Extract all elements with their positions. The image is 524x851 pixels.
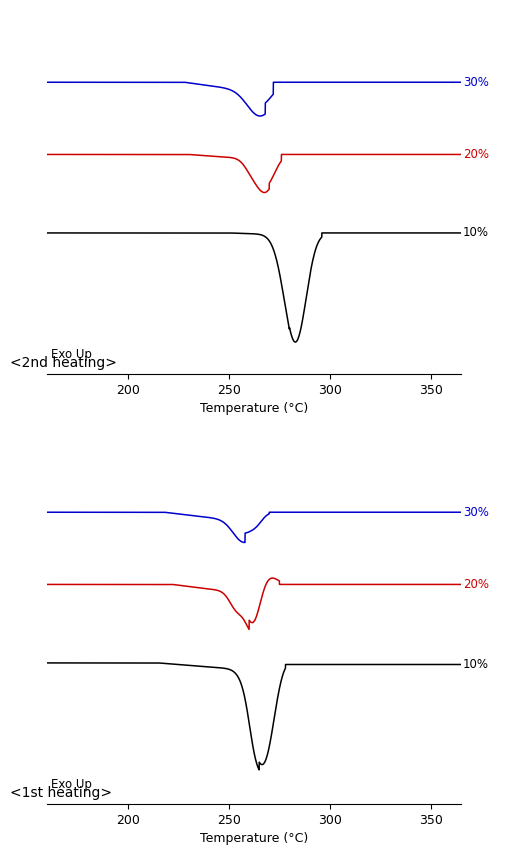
Text: 20%: 20% [463, 578, 489, 591]
Text: Exo Up: Exo Up [51, 348, 92, 361]
Text: 10%: 10% [463, 658, 489, 671]
Text: 20%: 20% [463, 148, 489, 161]
Text: 10%: 10% [463, 226, 489, 239]
Text: 30%: 30% [463, 76, 489, 89]
Text: <1st heating>: <1st heating> [10, 786, 113, 800]
X-axis label: Temperature (°C): Temperature (°C) [200, 832, 308, 846]
Text: Exo Up: Exo Up [51, 778, 92, 791]
Text: <2nd heating>: <2nd heating> [10, 356, 117, 370]
X-axis label: Temperature (°C): Temperature (°C) [200, 403, 308, 415]
Text: 30%: 30% [463, 505, 489, 519]
